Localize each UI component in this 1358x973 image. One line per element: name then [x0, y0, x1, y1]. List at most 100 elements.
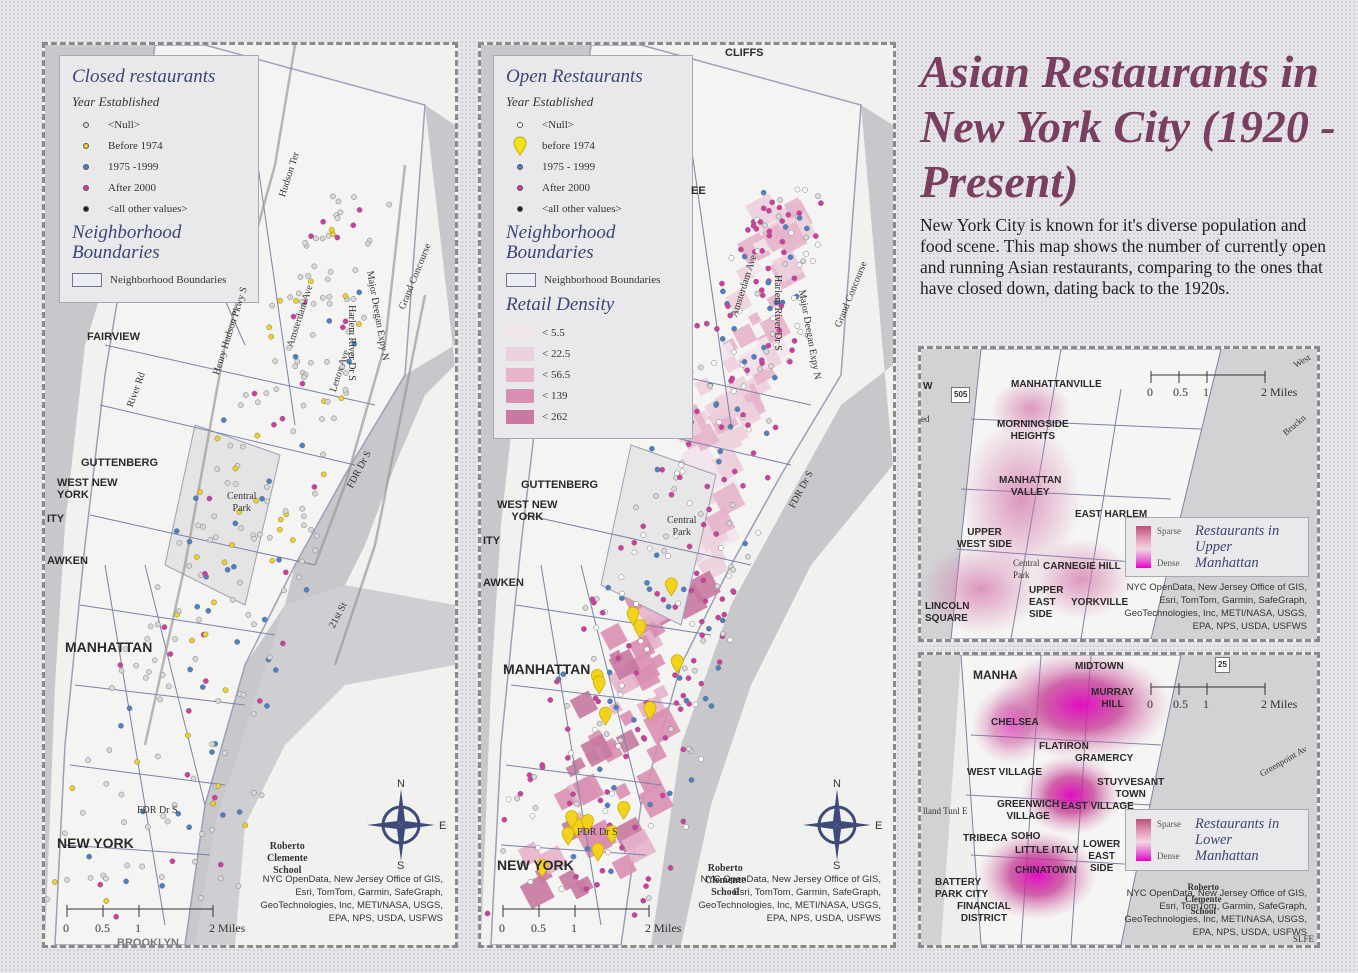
closed-restaurant-point: [268, 333, 275, 340]
open-restaurant-point: [694, 322, 700, 329]
closed-restaurant-point: [313, 532, 320, 539]
closed-restaurant-point: [118, 791, 125, 798]
open-restaurant-point: [741, 253, 748, 260]
closed-restaurant-point: [350, 222, 357, 229]
upper-scalebar: 0 0.5 1 2 Miles: [1147, 371, 1298, 399]
open-restaurant-point: [740, 412, 746, 418]
closed-restaurant-point: [126, 705, 133, 712]
open-restaurant-point: [734, 406, 741, 413]
closed-restaurant-point: [147, 623, 154, 630]
closed-restaurant-point: [199, 831, 205, 837]
closed-restaurant-point: [103, 875, 109, 882]
closed-legend-1975-1999: 1975 -1999: [72, 156, 246, 177]
open-restaurant-point: [818, 200, 824, 207]
closed-restaurant-point: [123, 878, 129, 885]
open-restaurant-point: [767, 305, 773, 312]
open-restaurant-point: [686, 543, 693, 550]
open-restaurant-point: [605, 849, 611, 856]
density-item-0: < 5.5: [506, 322, 680, 343]
closed-restaurant-point: [279, 415, 286, 422]
closed-restaurant-point: [312, 547, 319, 554]
open-restaurant-point: [750, 450, 757, 456]
pin-icon: [535, 858, 549, 878]
open-restaurant-point: [592, 695, 599, 702]
road-harlem: Harlem River Dr S: [346, 305, 357, 381]
open-restaurant-point: [686, 500, 693, 507]
open-restaurant-point: [678, 462, 685, 468]
open-restaurant-point: [644, 580, 650, 586]
density-block: [613, 782, 631, 800]
open-restaurant-point: [803, 225, 810, 232]
closed-restaurant-point: [287, 294, 294, 300]
open-restaurant-point: [597, 797, 604, 804]
closed-restaurants-map[interactable]: Closed restaurants Year Established <Nul…: [42, 42, 458, 948]
pin-icon: [513, 136, 527, 156]
closed-restaurant-point: [144, 823, 151, 830]
open-restaurant-point: [672, 533, 679, 540]
closed-restaurant-point: [334, 215, 341, 222]
open-restaurant-point: [570, 853, 577, 860]
shield-505: 505: [951, 387, 971, 403]
open-restaurant-point: [690, 657, 697, 664]
open-restaurant-point: [719, 596, 726, 602]
label-ity: ITY: [483, 535, 501, 547]
open-legend-boundaries-item: Neighborhood Boundaries: [506, 269, 680, 290]
open-restaurant-point: [768, 363, 774, 369]
open-restaurant-point: [773, 342, 780, 349]
open-restaurant-point: [653, 493, 659, 499]
closed-restaurant-point: [309, 332, 316, 338]
open-restaurant-point: [765, 342, 772, 349]
closed-restaurant-point: [87, 874, 94, 881]
pin-icon: [605, 825, 619, 845]
density-block: [650, 653, 666, 669]
lower-manhattan-inset[interactable]: MANHA MIDTOWN MURRAY HILL CHELSEA FLATIR…: [918, 652, 1320, 948]
open-legend-other: <all other values>: [506, 198, 680, 219]
upper-manhattan-inset[interactable]: MANHATTANVILLE MORNINGSIDE HEIGHTS MANHA…: [918, 346, 1320, 642]
closed-restaurant-point: [185, 732, 191, 739]
closed-restaurant-point: [172, 636, 178, 642]
closed-restaurant-point: [346, 358, 352, 365]
upper-heat-legend: Sparse Dense Restaurants in Upper Manhatt…: [1125, 517, 1309, 577]
closed-restaurant-point: [292, 363, 298, 370]
closed-restaurant-point: [217, 861, 224, 868]
open-restaurant-point: [640, 734, 647, 741]
closed-restaurant-point: [187, 666, 193, 673]
closed-restaurant-point: [245, 612, 252, 618]
open-restaurant-point: [676, 474, 683, 481]
open-restaurant-point: [810, 258, 816, 264]
open-restaurant-point: [729, 502, 736, 508]
open-restaurant-point: [740, 482, 746, 489]
open-restaurant-point: [757, 219, 764, 225]
open-restaurant-point: [617, 737, 624, 744]
open-restaurant-point: [570, 791, 576, 797]
pin-icon: [599, 706, 612, 726]
label-fairview: FAIRVIEW: [87, 331, 140, 343]
open-restaurant-point: [785, 212, 792, 218]
open-restaurant-point: [564, 755, 571, 761]
density-block: [628, 634, 656, 662]
closed-restaurant-point: [164, 818, 171, 825]
density-block: [732, 323, 758, 349]
open-restaurants-map[interactable]: Open Restaurants Year Established <Null>…: [478, 42, 896, 948]
closed-restaurant-point: [199, 684, 206, 690]
label-west-village: WEST VILLAGE: [967, 767, 1042, 778]
closed-restaurant-point: [266, 534, 273, 541]
open-restaurant-point: [618, 574, 625, 580]
label-slfe: SLFE: [1293, 934, 1315, 944]
open-restaurant-point: [744, 553, 751, 560]
closed-restaurant-point: [154, 621, 161, 628]
open-restaurant-point: [757, 366, 763, 372]
closed-restaurant-point: [302, 240, 308, 246]
closed-restaurant-point: [326, 300, 333, 307]
closed-restaurant-point: [185, 708, 192, 714]
closed-restaurant-point: [282, 508, 289, 514]
open-restaurant-point: [715, 665, 722, 671]
open-legend-null: <Null>: [506, 114, 680, 135]
label-cliffs: CLIFFS: [725, 47, 764, 59]
label-roberto: Roberto Clemente School: [705, 863, 746, 898]
closed-restaurant-point: [142, 674, 149, 681]
closed-restaurant-point: [61, 830, 68, 837]
shield-25: 25: [1215, 657, 1230, 673]
open-restaurant-point: [680, 818, 687, 825]
closed-restaurant-point: [276, 526, 283, 533]
